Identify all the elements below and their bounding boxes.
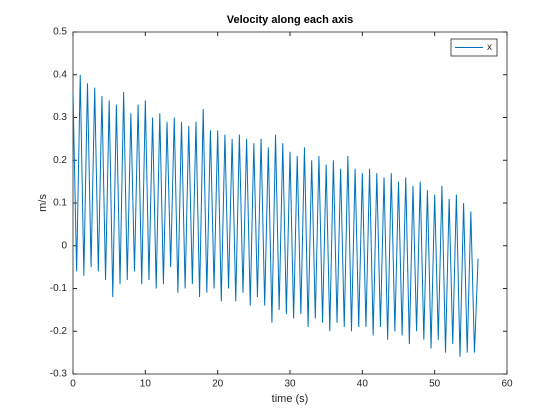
x-tick-label: 10 — [140, 379, 152, 390]
y-tick-label: -0.2 — [50, 326, 68, 337]
y-tick-label: 0 — [61, 240, 67, 251]
x-tick-label: 0 — [70, 379, 76, 390]
x-tick-label: 40 — [357, 379, 369, 390]
y-tick-label: 0.3 — [53, 112, 67, 123]
x-tick-label: 20 — [212, 379, 224, 390]
y-tick-label: 0.5 — [53, 27, 67, 38]
y-tick-label: 0.2 — [53, 155, 67, 166]
x-tick-label: 30 — [284, 379, 296, 390]
y-tick-label: -0.1 — [50, 283, 68, 294]
y-tick-label: 0.4 — [53, 69, 67, 80]
data-line — [72, 74, 479, 357]
axes-box — [72, 31, 508, 375]
x-tick-label: 60 — [501, 379, 513, 390]
y-tick-label: 0.1 — [53, 198, 67, 209]
x-axis-label: time (s) — [272, 393, 309, 405]
legend-label: x — [487, 42, 492, 53]
y-axis-label: m/s — [37, 194, 49, 212]
x-tick-label: 50 — [429, 379, 441, 390]
y-tick-label: -0.3 — [50, 369, 68, 380]
chart-title: Velocity along each axis — [227, 14, 354, 26]
